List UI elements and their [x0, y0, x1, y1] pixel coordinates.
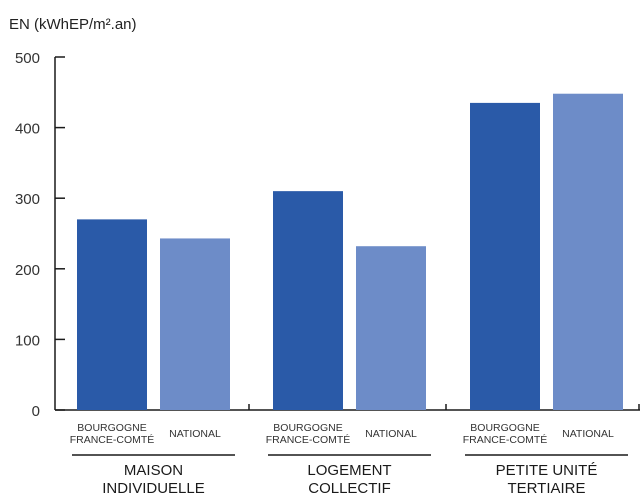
y-tick-label: 400	[15, 121, 40, 138]
y-axis-title: EN (kWhEP/m².an)	[9, 16, 137, 33]
y-tick-label: 100	[15, 332, 40, 349]
group-label: MAISON	[124, 462, 183, 479]
bar-category-label: FRANCE-COMTÉ	[70, 433, 155, 446]
group-label: LOGEMENT	[307, 462, 391, 479]
y-tick-label: 200	[15, 262, 40, 279]
y-tick-label: 300	[15, 191, 40, 208]
y-tick-label: 0	[32, 403, 40, 420]
bar-category-label: BOURGOGNE	[77, 422, 146, 434]
bar-category-label: NATIONAL	[365, 428, 417, 440]
group-label: INDIVIDUELLE	[102, 480, 205, 497]
bar	[553, 93, 623, 410]
group-label: TERTIAIRE	[507, 480, 585, 497]
group-label: PETITE UNITÉ	[496, 462, 598, 479]
bar	[273, 191, 343, 410]
bar	[356, 246, 426, 410]
bar-category-label: NATIONAL	[562, 428, 614, 440]
bar	[160, 238, 230, 410]
bar-category-label: BOURGOGNE	[470, 422, 539, 434]
bar	[77, 219, 147, 410]
bar-category-label: FRANCE-COMTÉ	[266, 433, 351, 446]
group-label: COLLECTIF	[308, 480, 391, 497]
bar-category-label: BOURGOGNE	[273, 422, 342, 434]
bar-category-label: NATIONAL	[169, 428, 221, 440]
bar-category-label: FRANCE-COMTÉ	[463, 433, 548, 446]
bar	[470, 102, 540, 410]
y-tick-label: 500	[15, 50, 40, 67]
